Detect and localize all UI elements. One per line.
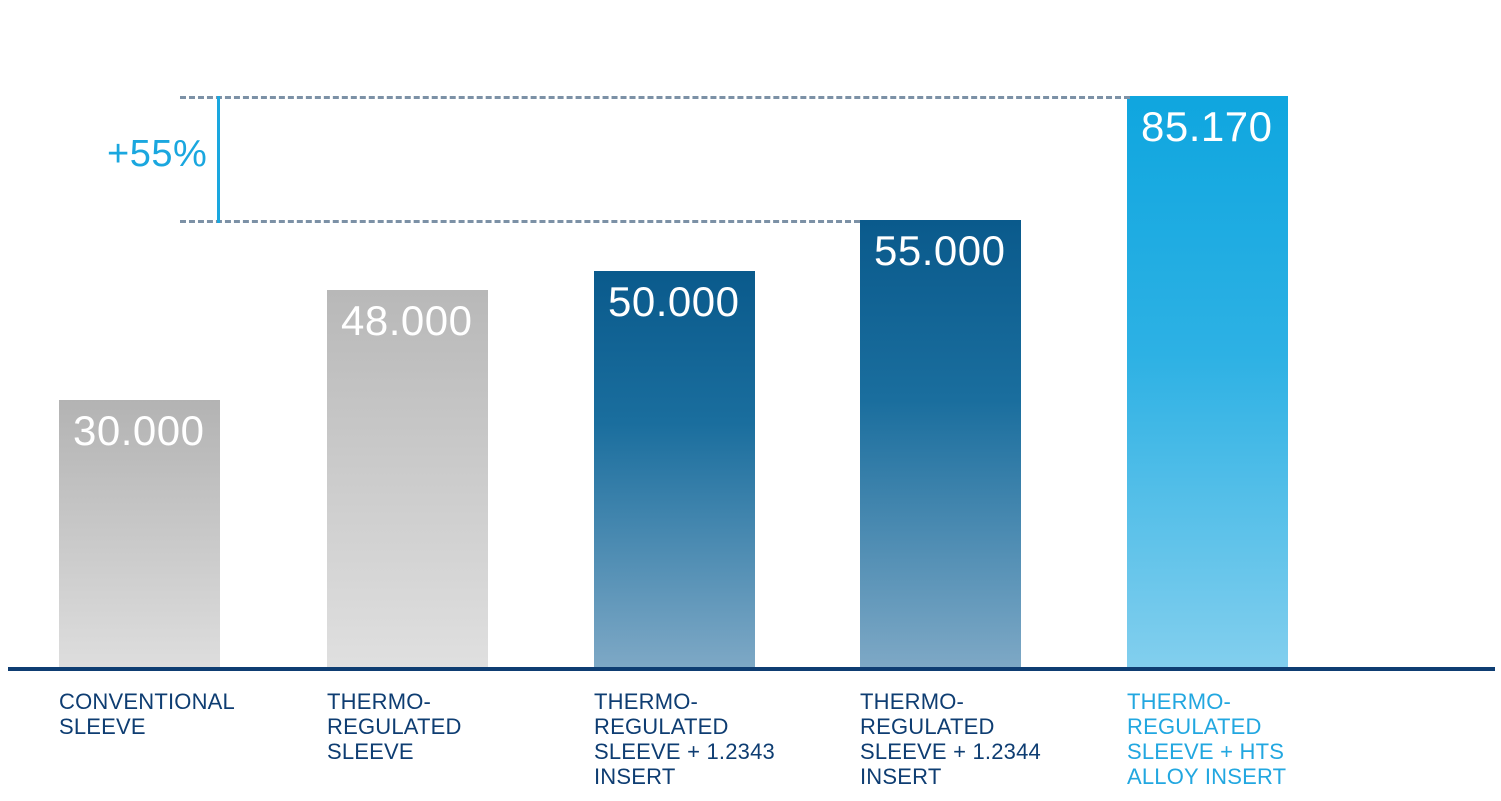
bar-value-label: 50.000 (608, 278, 740, 325)
bar-thermo-regulated-sleeve: 48.000 (327, 290, 488, 671)
bar-conventional-sleeve: 30.000 (59, 400, 220, 671)
annotation-delta-label: +55% (107, 133, 208, 175)
bar-thermo-regulated-sleeve-1-2344-insert: 55.000 (860, 220, 1021, 671)
bar-value-label: 48.000 (341, 297, 473, 344)
category-label-conventional-sleeve: CONVENTIONAL SLEEVE (59, 689, 235, 739)
annotation-bracket-line (217, 96, 220, 223)
x-axis-line (8, 667, 1495, 671)
category-label-thermo-regulated-sleeve-1-2344-insert: THERMO- REGULATED SLEEVE + 1.2344 INSERT (860, 689, 1041, 789)
category-label-thermo-regulated-sleeve-1-2343-insert: THERMO- REGULATED SLEEVE + 1.2343 INSERT (594, 689, 775, 789)
bar-value-label: 30.000 (73, 407, 205, 454)
category-label-thermo-regulated-sleeve: THERMO- REGULATED SLEEVE (327, 689, 462, 764)
category-label-thermo-regulated-sleeve-hts-alloy-insert: THERMO- REGULATED SLEEVE + HTS ALLOY INS… (1127, 689, 1287, 789)
category-axis-labels: CONVENTIONAL SLEEVE THERMO- REGULATED SL… (0, 671, 1501, 801)
bar-value-label: 55.000 (874, 227, 1006, 274)
plot-area: 30.000 48.000 50.000 55.000 85.170 +55% (8, 96, 1495, 671)
bar-value-label: 85.170 (1141, 103, 1273, 150)
bar-thermo-regulated-sleeve-1-2343-insert: 50.000 (594, 271, 755, 671)
bar-thermo-regulated-sleeve-hts-alloy-insert: 85.170 (1127, 96, 1288, 671)
annotation-dashed-line-top (180, 96, 1130, 99)
annotation-dashed-line-bottom (180, 220, 860, 223)
